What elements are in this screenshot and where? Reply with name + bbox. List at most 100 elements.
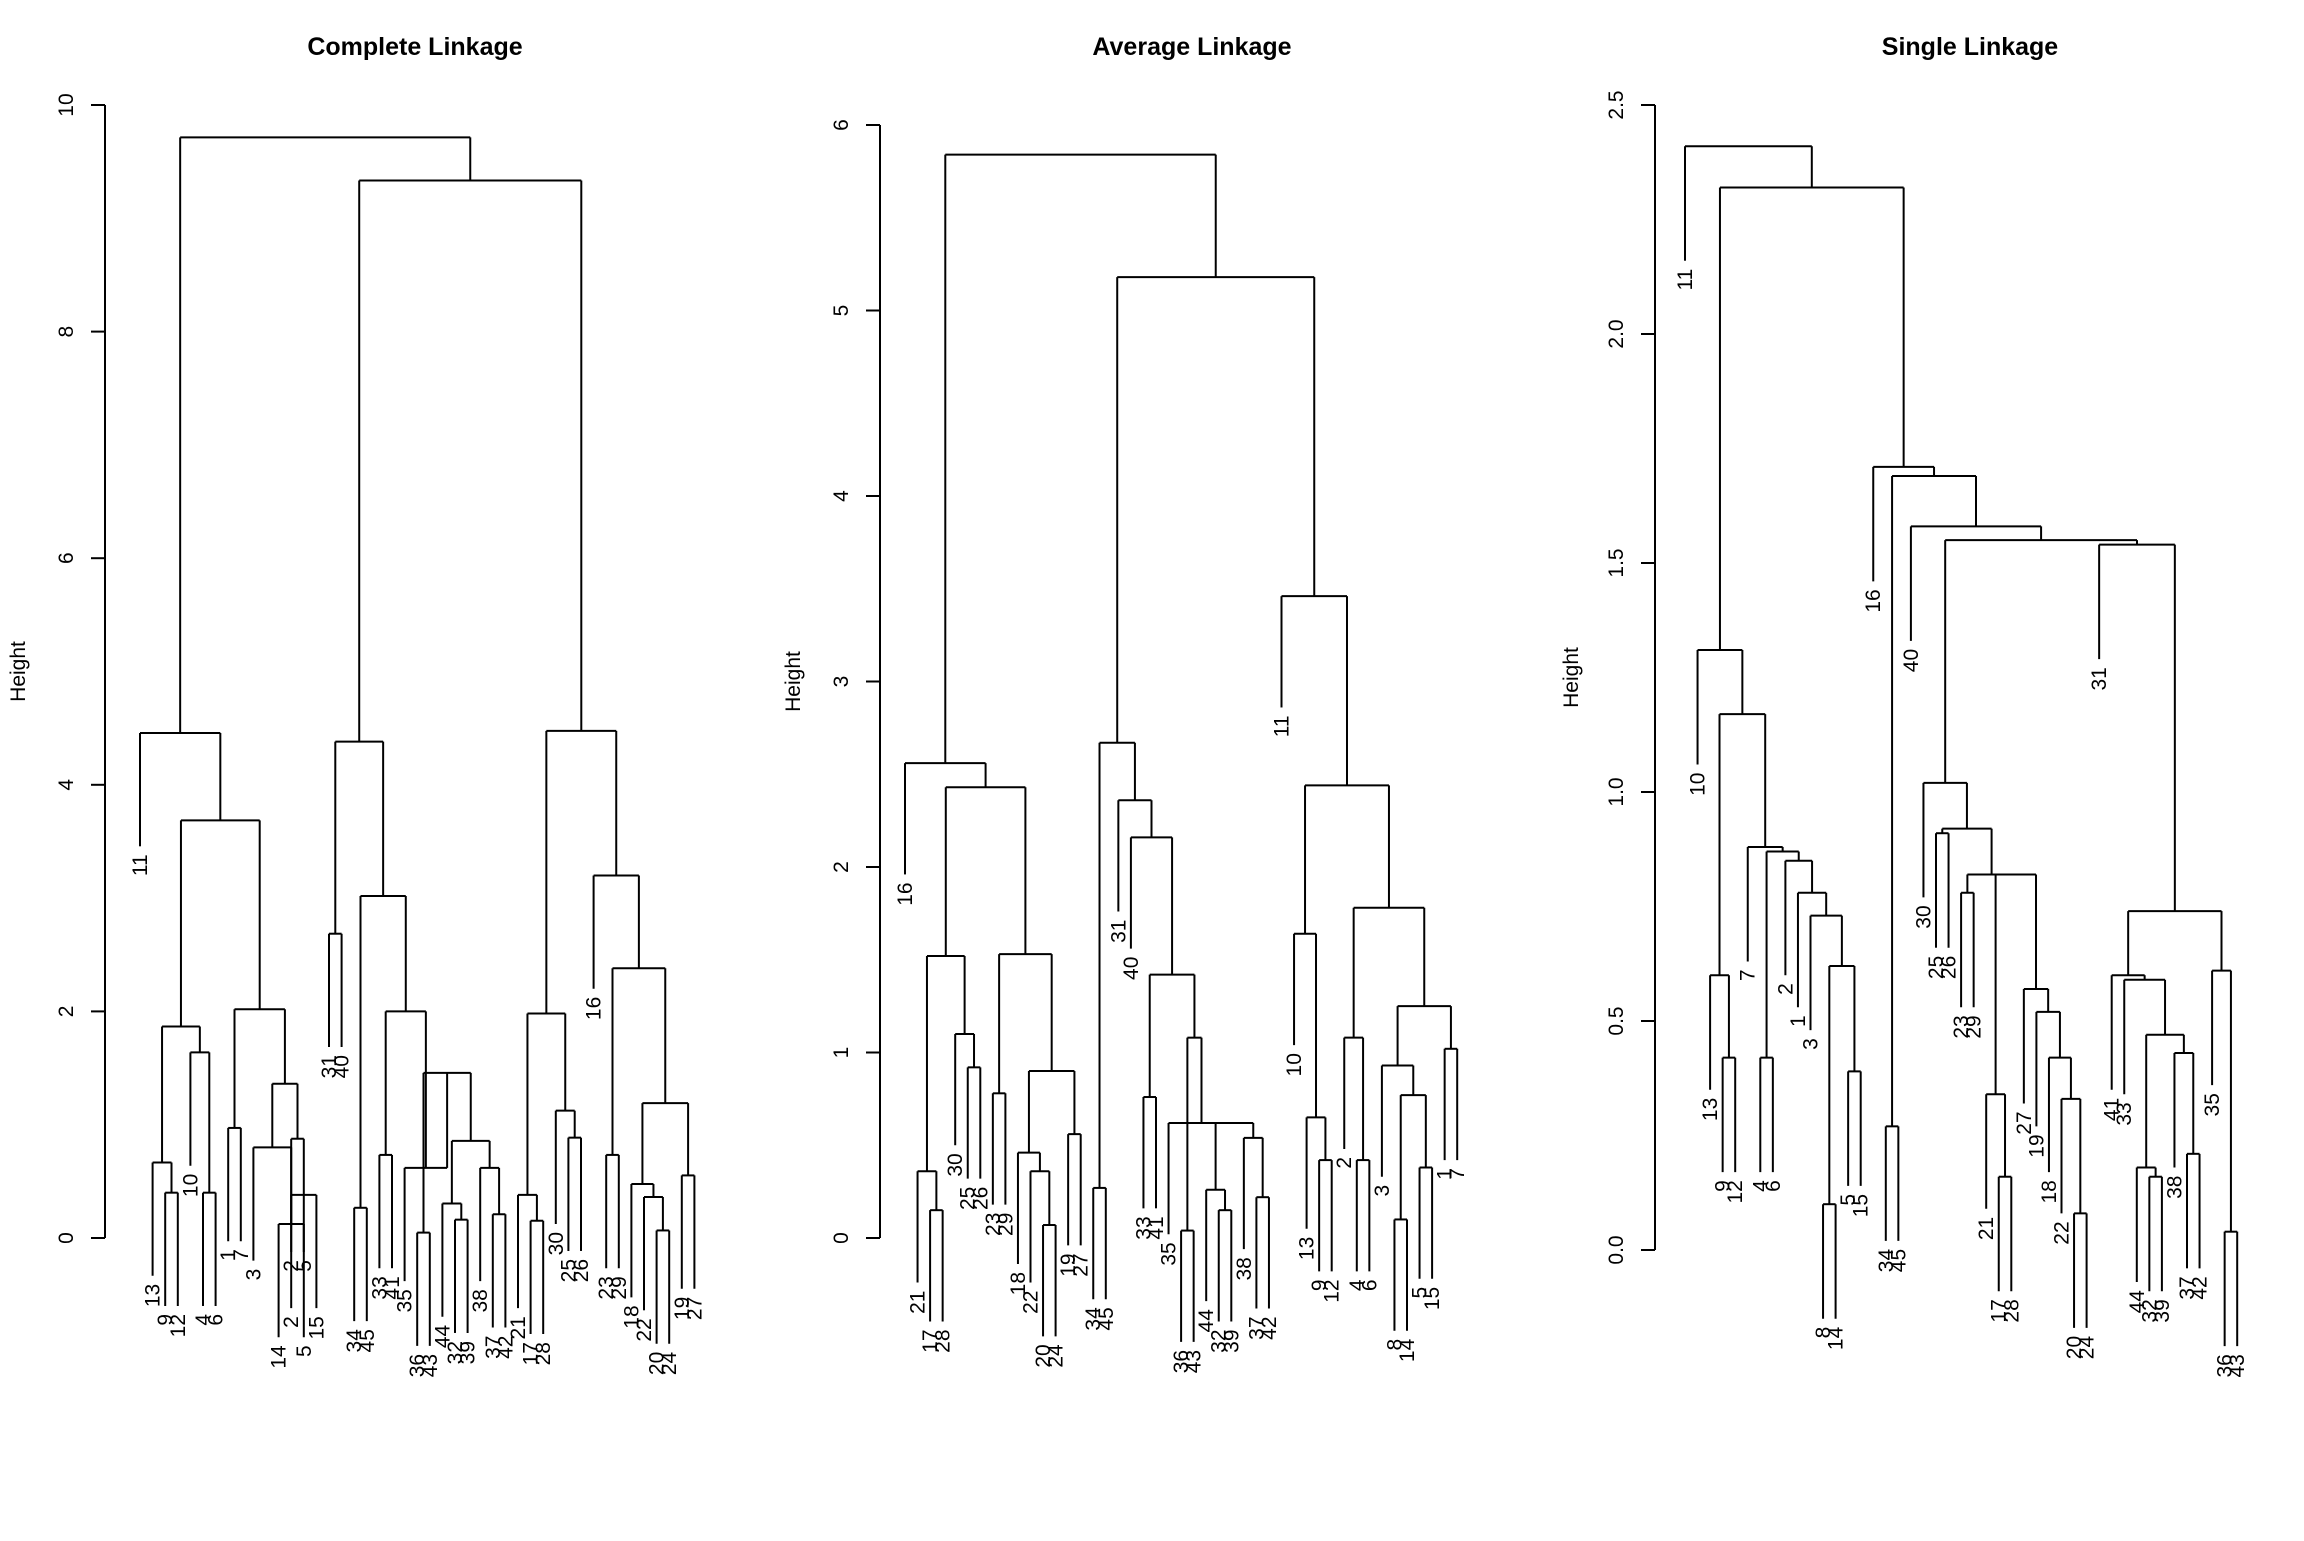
leaf-label: 5 bbox=[293, 1345, 316, 1357]
leaf-label: 6 bbox=[205, 1314, 228, 1326]
leaf-label: 34 bbox=[1082, 1307, 1105, 1331]
leaf-label: 8 bbox=[1812, 1327, 1835, 1339]
leaf-label: 31 bbox=[318, 1055, 341, 1078]
leaf-label: 2 bbox=[1774, 983, 1797, 995]
leaf-label: 36 bbox=[1170, 1350, 1193, 1373]
leaf-label: 33 bbox=[2113, 1102, 2136, 1125]
y-tick-label: 3 bbox=[830, 676, 853, 688]
y-axis-label: Height bbox=[782, 651, 805, 712]
leaf-label: 35 bbox=[394, 1289, 417, 1312]
leaf-label: 34 bbox=[1875, 1249, 1898, 1273]
y-tick-label: 5 bbox=[830, 305, 853, 317]
leaf-label: 30 bbox=[944, 1153, 967, 1176]
leaf-label: 42 bbox=[1258, 1316, 1281, 1339]
y-tick-label: 0 bbox=[55, 1232, 78, 1244]
leaf-label: 40 bbox=[1900, 649, 1923, 672]
leaf-label: 4 bbox=[1749, 1180, 1772, 1192]
y-tick-label: 2.0 bbox=[1605, 319, 1628, 348]
leaf-label: 33 bbox=[368, 1276, 391, 1299]
y-tick-label: 6 bbox=[55, 552, 78, 564]
leaf-label: 39 bbox=[1220, 1329, 1243, 1352]
leaf-label: 8 bbox=[1383, 1339, 1406, 1351]
y-tick-label: 1.5 bbox=[1605, 548, 1628, 577]
leaf-label: 24 bbox=[1045, 1344, 1068, 1368]
leaf-label: 25 bbox=[557, 1259, 580, 1282]
leaf-label: 44 bbox=[2126, 1290, 2149, 1314]
chart-title: Complete Linkage bbox=[307, 33, 522, 61]
leaf-label: 19 bbox=[1057, 1253, 1080, 1276]
leaf-label: 41 bbox=[1145, 1216, 1168, 1239]
leaf-label: 30 bbox=[1912, 905, 1935, 928]
leaf-label: 18 bbox=[1007, 1272, 1030, 1295]
chart-title: Average Linkage bbox=[1092, 33, 1291, 61]
leaf-label: 43 bbox=[419, 1354, 442, 1377]
y-tick-label: 2 bbox=[830, 861, 853, 873]
leaf-label: 6 bbox=[1358, 1279, 1381, 1291]
leaf-label: 38 bbox=[469, 1289, 492, 1312]
leaf-label: 45 bbox=[1095, 1307, 1118, 1330]
leaf-label: 12 bbox=[1321, 1279, 1344, 1302]
leaf-label: 17 bbox=[919, 1329, 942, 1352]
leaf-label: 7 bbox=[1446, 1168, 1469, 1180]
leaf-label: 36 bbox=[406, 1354, 429, 1377]
leaf-label: 24 bbox=[658, 1351, 681, 1375]
leaf-label: 4 bbox=[1346, 1279, 1369, 1291]
y-tick-label: 2 bbox=[55, 1006, 78, 1018]
leaf-label: 38 bbox=[2163, 1176, 2186, 1199]
leaf-label: 16 bbox=[1862, 589, 1885, 612]
leaf-label: 20 bbox=[1032, 1344, 1055, 1367]
leaf-label: 21 bbox=[507, 1316, 530, 1339]
leaf-label: 9 bbox=[1712, 1180, 1735, 1192]
leaf-label: 16 bbox=[894, 882, 917, 905]
leaf-label: 5 bbox=[293, 1260, 316, 1272]
leaf-label: 13 bbox=[142, 1284, 165, 1307]
leaf-label: 10 bbox=[179, 1174, 202, 1197]
leaf-label: 30 bbox=[545, 1232, 568, 1255]
leaf-label: 29 bbox=[994, 1213, 1017, 1236]
leaf-label: 43 bbox=[2226, 1354, 2249, 1377]
leaf-label: 2 bbox=[280, 1316, 303, 1328]
leaf-label: 2 bbox=[1333, 1157, 1356, 1169]
leaf-label: 22 bbox=[1020, 1291, 1043, 1314]
leaf-label: 23 bbox=[982, 1213, 1005, 1236]
leaf-label: 7 bbox=[1737, 969, 1760, 981]
leaf-label: 41 bbox=[381, 1276, 404, 1299]
leaf-label: 5 bbox=[1837, 1194, 1860, 1206]
leaf-label: 2 bbox=[280, 1260, 303, 1272]
leaf-label: 29 bbox=[608, 1276, 631, 1299]
leaf-label: 19 bbox=[2025, 1134, 2048, 1157]
y-tick-label: 0 bbox=[830, 1232, 853, 1244]
leaf-label: 31 bbox=[2088, 667, 2111, 690]
leaf-label: 14 bbox=[1825, 1326, 1848, 1350]
leaf-label: 1 bbox=[1787, 1015, 1810, 1027]
leaf-label: 45 bbox=[1887, 1249, 1910, 1272]
leaf-label: 40 bbox=[331, 1055, 354, 1078]
leaf-label: 41 bbox=[2101, 1098, 2124, 1121]
leaf-label: 13 bbox=[1296, 1237, 1319, 1260]
leaf-label: 44 bbox=[431, 1324, 454, 1348]
y-tick-label: 2.5 bbox=[1605, 90, 1628, 119]
y-tick-label: 4 bbox=[830, 490, 853, 502]
leaf-label: 35 bbox=[2201, 1093, 2224, 1116]
leaf-label: 11 bbox=[1674, 269, 1697, 291]
leaf-label: 39 bbox=[457, 1341, 480, 1364]
leaf-label: 24 bbox=[2076, 1336, 2099, 1360]
leaf-label: 40 bbox=[1120, 957, 1143, 980]
y-tick-label: 0.5 bbox=[1605, 1006, 1628, 1035]
y-tick-label: 4 bbox=[55, 779, 78, 791]
chart-title: Single Linkage bbox=[1882, 33, 2059, 61]
leaf-label: 26 bbox=[570, 1259, 593, 1282]
leaf-label: 21 bbox=[907, 1291, 930, 1314]
leaf-label: 32 bbox=[2138, 1299, 2161, 1322]
leaf-label: 1 bbox=[1434, 1168, 1457, 1180]
leaf-label: 12 bbox=[167, 1314, 190, 1337]
leaf-label: 21 bbox=[1975, 1217, 1998, 1240]
leaf-label: 34 bbox=[343, 1329, 366, 1353]
panel-2: Average LinkageHeight0123456172821252630… bbox=[782, 33, 1469, 1373]
leaf-label: 10 bbox=[1687, 773, 1710, 796]
leaf-label: 1 bbox=[217, 1249, 240, 1261]
leaf-label: 10 bbox=[1283, 1053, 1306, 1076]
leaf-label: 19 bbox=[671, 1297, 694, 1320]
